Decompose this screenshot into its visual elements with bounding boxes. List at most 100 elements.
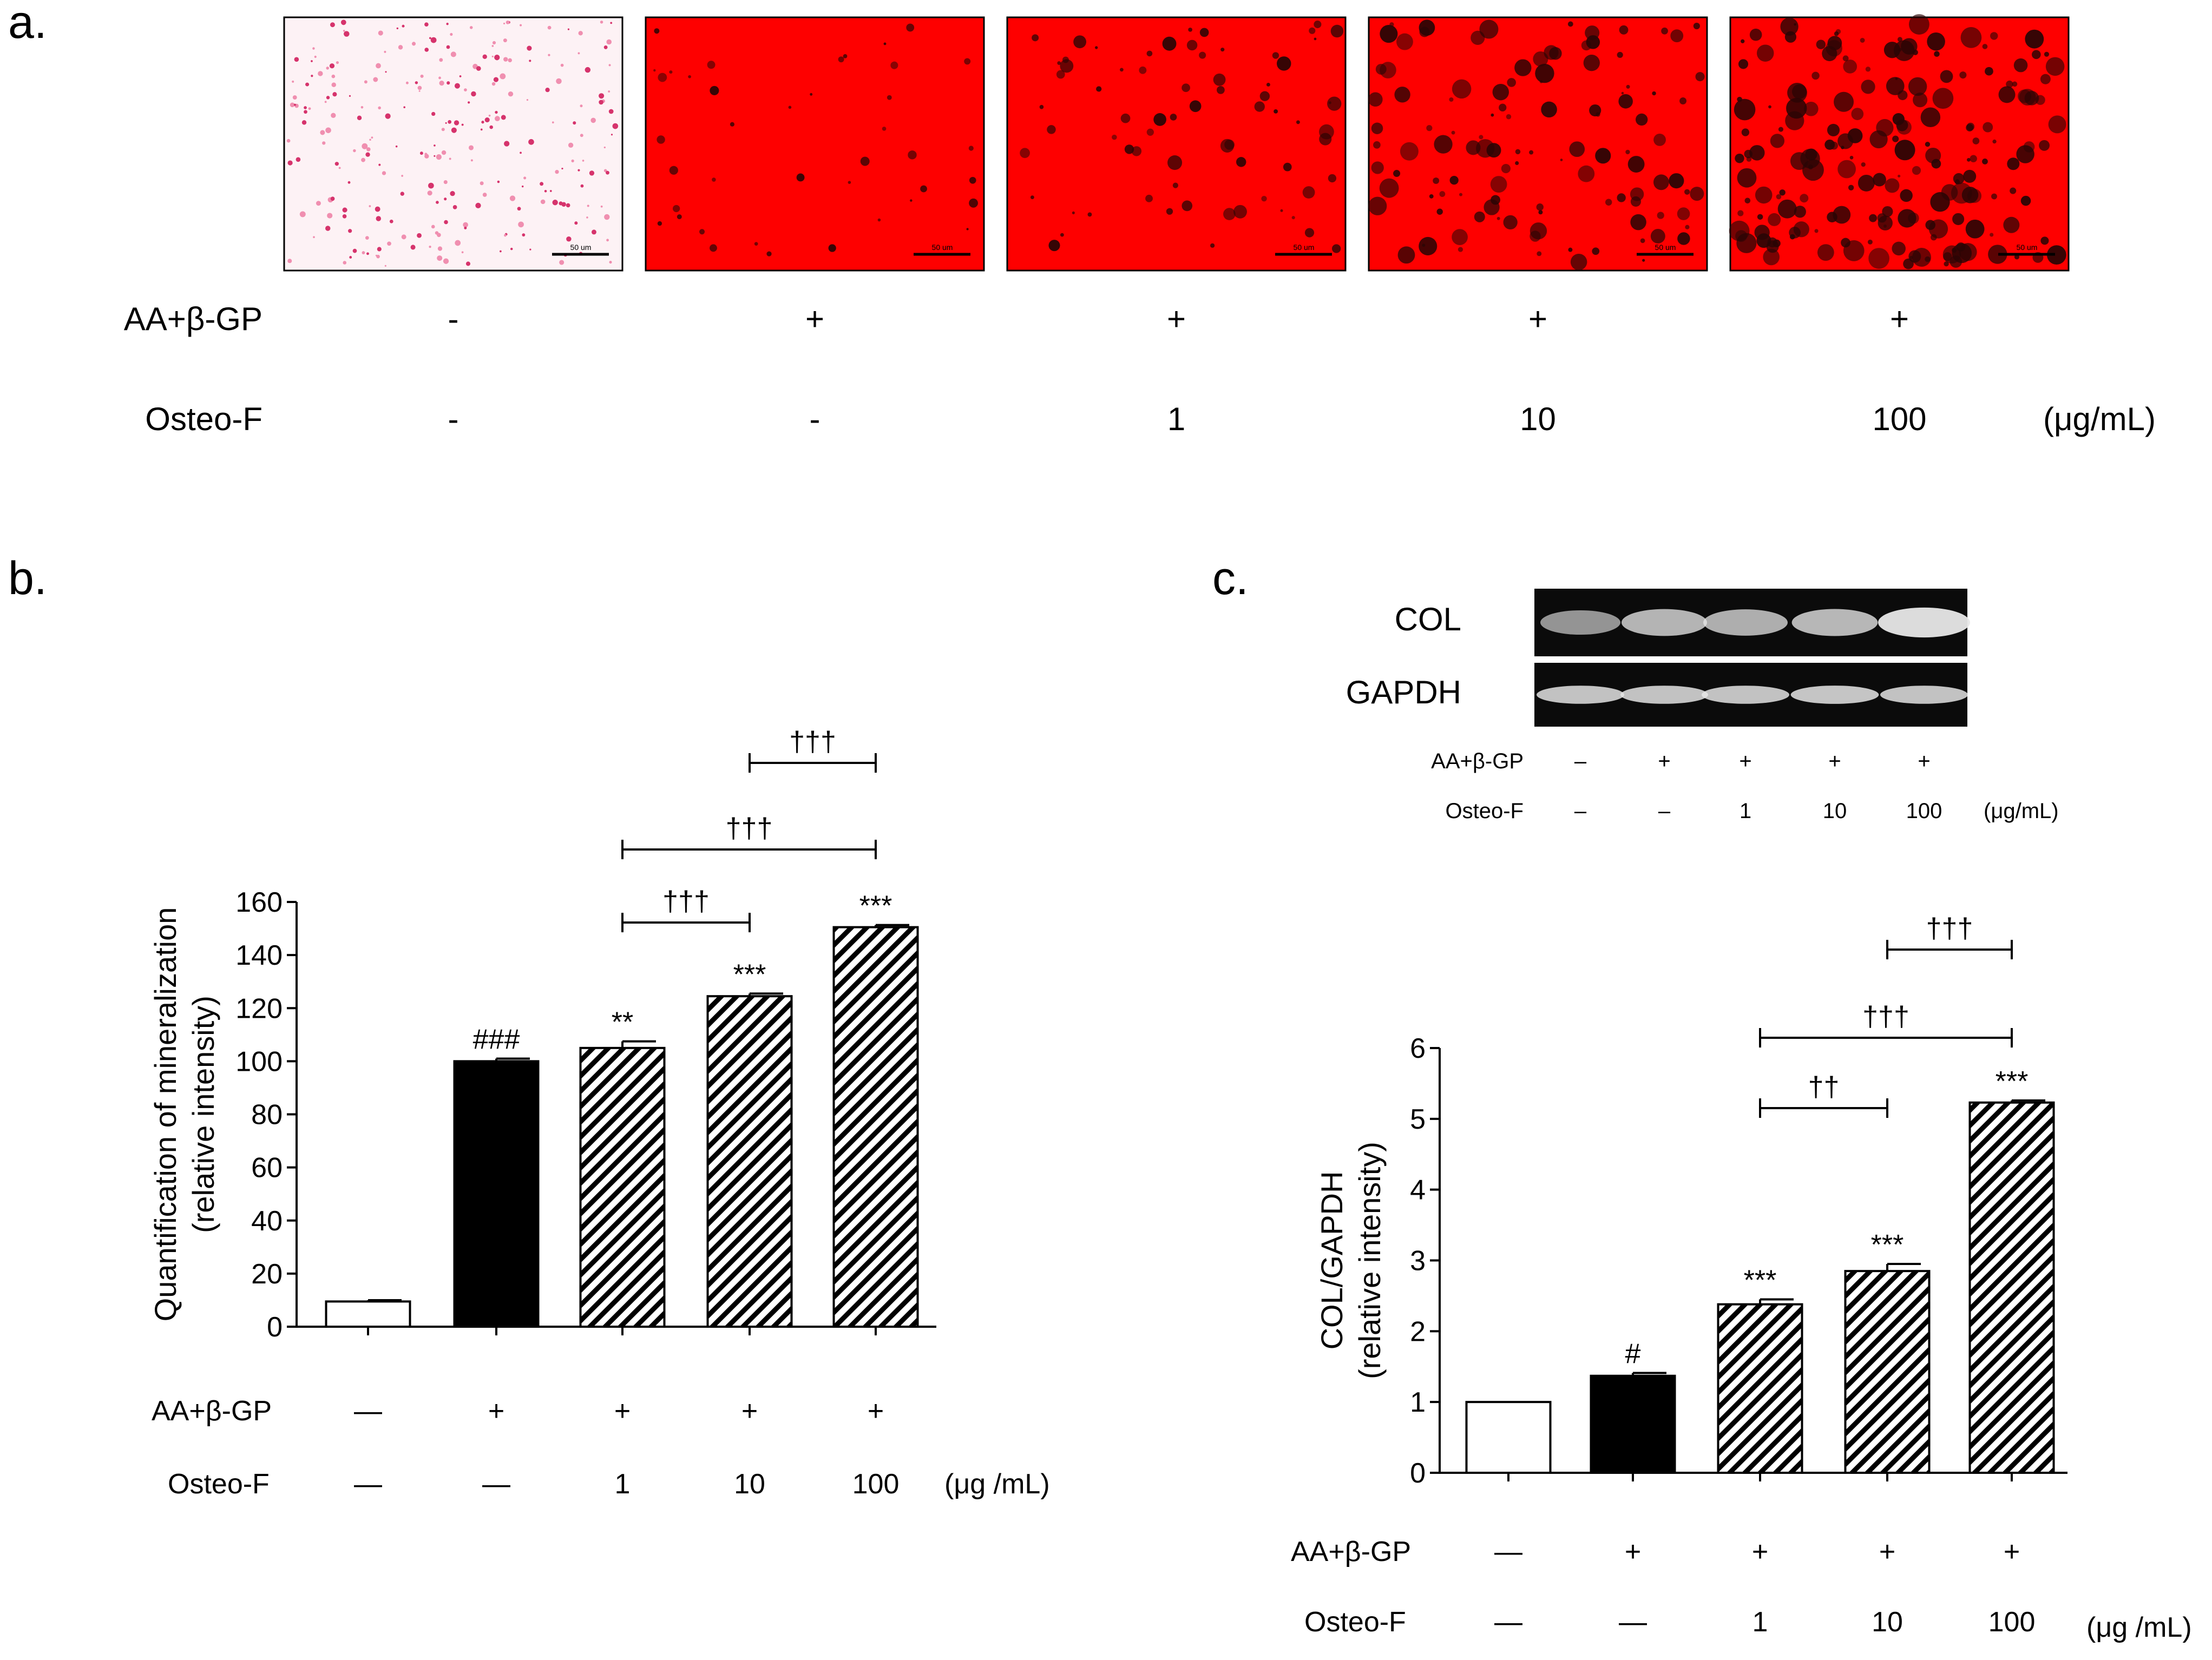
mineral-nodule — [1992, 139, 1997, 144]
stain-dot — [504, 234, 507, 237]
mineral-nodule — [1983, 122, 1993, 133]
stain-dot — [527, 45, 532, 51]
mineral-nodule — [1515, 161, 1519, 166]
stain-dot — [434, 155, 436, 157]
stain-dot — [517, 207, 521, 211]
a-aa-value: + — [1528, 301, 1547, 337]
stain-dot — [481, 121, 484, 124]
stain-dot — [503, 57, 508, 62]
stain-dot — [362, 143, 368, 149]
stain-dot — [402, 24, 405, 28]
band — [1622, 609, 1707, 636]
a-osteo-value: - — [448, 401, 459, 437]
stain-dot — [567, 28, 570, 30]
stain-dot — [330, 22, 335, 28]
mineral-nodule — [1328, 101, 1331, 104]
stain-dot — [461, 251, 464, 254]
mineral-nodule — [877, 218, 881, 222]
mineral-nodule — [754, 242, 758, 246]
stain-dot — [349, 256, 352, 259]
mineral-nodule — [1778, 127, 1783, 132]
mineral-nodule — [654, 28, 660, 34]
mineral-nodule — [2032, 50, 2041, 60]
mineral-nodule — [1960, 27, 1982, 48]
mineral-nodule — [1060, 233, 1064, 237]
mineral-nodule — [1896, 119, 1908, 131]
stain-dot — [316, 201, 321, 206]
stain-dot — [312, 47, 315, 50]
stain-dot — [560, 63, 564, 67]
mineral-nodule — [966, 228, 969, 230]
stain-dot — [494, 55, 500, 61]
bar — [706, 995, 793, 1328]
stain-dot — [352, 248, 357, 253]
mineral-nodule — [1868, 248, 1889, 269]
mineral-nodule — [1491, 113, 1494, 117]
stain-dot — [571, 159, 574, 163]
stain-dot — [313, 236, 315, 239]
mineral-nodule — [1371, 161, 1384, 174]
mineral-nodule — [1928, 219, 1948, 239]
stain-dot — [361, 157, 365, 162]
mineral-nodule — [1837, 133, 1854, 149]
mineral-nodule — [1650, 229, 1665, 243]
panel-b-row1-label: AA+β-GP — [152, 1395, 272, 1427]
y-tick-label: 120 — [235, 993, 283, 1024]
stain-dot — [322, 141, 326, 145]
stain-dot — [508, 58, 512, 63]
panel-c-row1-label: AA+β-GP — [1291, 1536, 1411, 1567]
mineral-nodule — [1596, 112, 1600, 117]
mineral-nodule — [1568, 247, 1573, 252]
mineral-nodule — [810, 93, 813, 96]
stain-dot — [438, 76, 441, 80]
stain-dot — [403, 106, 406, 109]
mineral-nodule — [1642, 259, 1645, 262]
significance-label: *** — [859, 891, 892, 922]
mineral-nodule — [890, 61, 898, 69]
mineral-nodule — [1220, 48, 1225, 52]
stain-dot — [396, 27, 399, 30]
mineral-nodule — [1873, 173, 1886, 187]
mineral-nodule — [1314, 21, 1322, 29]
stain-dot — [548, 54, 550, 56]
stain-dot — [331, 82, 337, 88]
mineral-nodule — [1755, 186, 1773, 204]
stain-dot — [529, 60, 531, 62]
y-tick-label: 140 — [235, 940, 283, 971]
stain-dot — [365, 236, 369, 240]
stain-dot — [603, 45, 608, 49]
panel-b-treatment-row: — — + — +1 +10 +100 — [354, 1395, 899, 1500]
stain-dot — [424, 153, 428, 156]
mineral-nodule — [1393, 170, 1401, 177]
mineral-nodule — [1824, 139, 1835, 150]
mineral-nodule — [1426, 125, 1433, 131]
panel-c-unit: (μg /mL) — [2086, 1612, 2192, 1643]
stain-dot — [420, 74, 424, 78]
mineral-nodule — [1756, 233, 1771, 248]
mineral-nodule — [1677, 232, 1690, 245]
y-tick-label: 160 — [235, 887, 283, 918]
stain-dot — [521, 185, 524, 188]
stain-dot — [497, 180, 500, 183]
stain-dot — [324, 101, 327, 103]
mineral-nodule — [1833, 206, 1851, 224]
mineral-nodule — [1869, 214, 1878, 222]
mineral-nodule — [1619, 25, 1629, 35]
mineral-nodule — [1843, 240, 1865, 261]
bar — [1844, 1270, 1931, 1474]
band — [1790, 686, 1879, 704]
mineral-nodule — [1972, 137, 1980, 144]
stain-dot — [608, 64, 611, 67]
band — [1540, 610, 1620, 635]
mineral-nodule — [1304, 228, 1315, 238]
aa-value: — — [1494, 1536, 1522, 1567]
stain-dot — [508, 91, 514, 97]
mineral-nodule — [1669, 173, 1684, 189]
mineral-nodule — [2048, 115, 2066, 134]
stain-dot — [471, 91, 476, 97]
mineral-nodule — [1826, 40, 1842, 57]
stain-dot — [305, 82, 310, 87]
mineral-nodule — [969, 176, 976, 184]
stain-dot — [611, 134, 613, 136]
mineral-nodule — [1934, 51, 1940, 57]
